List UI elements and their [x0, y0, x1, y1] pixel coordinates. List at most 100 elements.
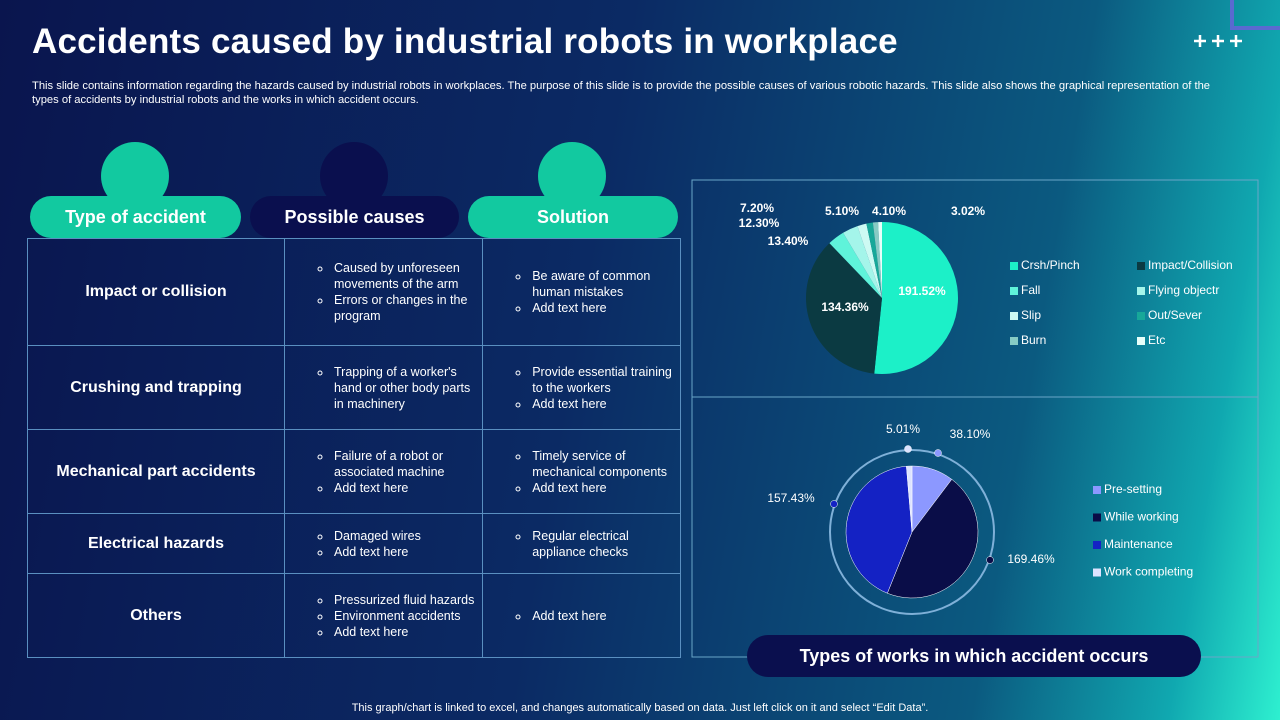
cause-item: Add text here	[332, 624, 481, 640]
legend-label: Fall	[1021, 283, 1040, 297]
causes-cell: Failure of a robot or associated machine…	[283, 429, 484, 514]
legend-label: Crsh/Pinch	[1021, 258, 1080, 272]
pie-slice	[805, 243, 882, 374]
legend-label: Burn	[1021, 333, 1046, 347]
solution-cell: Regular electrical appliance checks	[482, 513, 681, 574]
solution-cell: Add text here	[482, 573, 681, 658]
legend-label: Maintenance	[1104, 537, 1173, 551]
legend-label: While working	[1104, 510, 1179, 524]
legend-swatch	[1093, 486, 1101, 494]
cause-item: Failure of a robot or associated machine	[332, 448, 481, 480]
solution-list: Regular electrical appliance checks	[484, 528, 679, 560]
table: Impact or collision Caused by unforeseen …	[27, 238, 681, 658]
accident-type: Crushing and trapping	[27, 345, 285, 430]
legend-swatch	[1137, 287, 1145, 295]
legend-swatch	[1010, 337, 1018, 345]
solution-list: Be aware of common human mistakesAdd tex…	[484, 268, 679, 316]
cause-item: Errors or changes in the program	[332, 292, 481, 324]
label-dot	[830, 500, 838, 508]
table-row: Crushing and trapping Trapping of a worke…	[27, 345, 681, 430]
decor	[1230, 26, 1280, 30]
data-label: 12.30%	[739, 216, 780, 230]
accident-type: Others	[27, 573, 285, 658]
cause-item: Environment accidents	[332, 608, 481, 624]
legend-swatch	[1093, 568, 1101, 577]
pie-slice	[872, 222, 882, 298]
decor	[1230, 0, 1234, 30]
causes-cell: Pressurized fluid hazardsEnvironment acc…	[283, 573, 484, 658]
causes-list: Caused by unforeseen movements of the ar…	[286, 260, 481, 324]
legend-label: Flying objectr	[1148, 283, 1219, 297]
cause-item: Pressurized fluid hazards	[332, 592, 481, 608]
chart-caption: Types of works in which accident occurs	[747, 635, 1201, 677]
solution-cell: Provide essential training to the worker…	[482, 345, 681, 430]
legend-label: Slip	[1021, 308, 1041, 322]
causes-list: Failure of a robot or associated machine…	[286, 448, 481, 496]
legend-swatch	[1137, 312, 1145, 320]
solution-cell: Timely service of mechanical componentsA…	[482, 429, 681, 514]
data-label: 4.10%	[872, 204, 906, 218]
solutio-item: Provide essential training to the worker…	[530, 364, 679, 396]
data-label: 7.20%	[740, 201, 774, 215]
header-pill: Possible causes	[250, 196, 459, 238]
solutio-item: Add text here	[530, 396, 679, 412]
table-row: Mechanical part accidentsFailure of a ro…	[27, 429, 681, 514]
cause-item: Damaged wires	[332, 528, 481, 544]
legend-swatch	[1010, 262, 1018, 270]
table-row: Electrical hazardsDamaged wiresAdd text …	[27, 513, 681, 574]
accident-type: Electrical hazards	[27, 513, 285, 574]
data-label: 38.10%	[950, 427, 991, 441]
data-label: 191.52%	[898, 284, 946, 298]
solutio-item: Add text here	[530, 608, 679, 624]
causes-cell: Damaged wiresAdd text here	[283, 513, 484, 574]
data-label: 134.36%	[821, 300, 869, 314]
legend-label: Impact/Collision	[1148, 258, 1233, 272]
legend-label: Out/Sever	[1148, 308, 1202, 322]
legend-label: Work completing	[1104, 565, 1193, 579]
pie-slice	[887, 478, 979, 599]
pie-slice	[874, 222, 959, 374]
pie-slice	[845, 465, 913, 594]
solutio-item: Be aware of common human mistakes	[530, 268, 679, 300]
header-pill: Solution	[468, 196, 678, 238]
header-pill: Type of accident	[30, 196, 241, 238]
solutio-item: Add text here	[530, 300, 679, 316]
data-label: 169.46%	[1007, 552, 1055, 566]
data-label: 13.40%	[768, 234, 809, 248]
cause-item: Trapping of a worker's hand or other bod…	[332, 364, 481, 412]
accident-type: Impact or collision	[27, 238, 285, 346]
causes-list: Pressurized fluid hazardsEnvironment acc…	[286, 592, 481, 640]
pie-slice	[843, 226, 882, 298]
solution-list: Timely service of mechanical componentsA…	[484, 448, 679, 496]
label-dot	[904, 445, 912, 453]
pie-slice	[866, 222, 882, 298]
solution-list: Provide essential training to the worker…	[484, 364, 679, 412]
pie-slice	[857, 223, 882, 298]
legend-swatch	[1093, 513, 1101, 522]
legend-swatch	[1010, 312, 1018, 320]
cause-item: Add text here	[332, 544, 481, 560]
label-dot	[934, 449, 942, 457]
causes-list: Damaged wiresAdd text here	[286, 528, 481, 560]
legend-swatch	[1010, 287, 1018, 295]
legend-label: Etc	[1148, 333, 1165, 347]
accident-type: Mechanical part accidents	[27, 429, 285, 514]
pie-slice	[878, 222, 882, 298]
solutio-item: Regular electrical appliance checks	[530, 528, 679, 560]
cause-item: Add text here	[332, 480, 481, 496]
solutio-item: Add text here	[530, 480, 679, 496]
legend-swatch	[1137, 262, 1145, 270]
causes-cell: Caused by unforeseen movements of the ar…	[283, 238, 484, 346]
solution-cell: Be aware of common human mistakesAdd tex…	[482, 238, 681, 346]
causes-list: Trapping of a worker's hand or other bod…	[286, 364, 481, 412]
causes-cell: Trapping of a worker's hand or other bod…	[283, 345, 484, 430]
legend-swatch	[1093, 541, 1101, 549]
solution-list: Add text here	[484, 608, 679, 624]
description: This slide contains information regardin…	[32, 80, 1211, 106]
label-dot	[986, 556, 994, 564]
data-label: 157.43%	[767, 491, 815, 505]
cause-item: Caused by unforeseen movements of the ar…	[332, 260, 481, 292]
pie-slice	[906, 465, 913, 533]
